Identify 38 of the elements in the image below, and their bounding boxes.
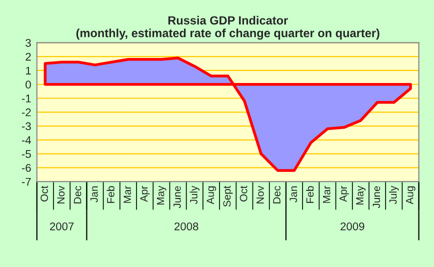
x-tick-label: Oct — [240, 186, 248, 202]
x-tick-label: July — [389, 186, 399, 204]
x-tick-label: Jan — [90, 186, 98, 202]
x-tick-label: Feb — [306, 186, 314, 203]
x-tick-label: Aug — [406, 186, 416, 204]
x-tick-label: July — [190, 186, 200, 204]
x-tick-label: June — [372, 186, 380, 208]
x-tick-label: Feb — [106, 186, 114, 203]
x-tick-label: May — [156, 186, 166, 205]
y-tick-label: 2 — [26, 52, 31, 61]
x-tick-label: Nov — [256, 186, 264, 204]
x-tick-label: May — [356, 186, 366, 205]
y-tick-label: -6 — [22, 164, 31, 172]
y-tick-label: 3 — [26, 38, 31, 47]
x-tick-label: Dec — [273, 186, 280, 204]
x-tick-label: Mar — [124, 186, 132, 203]
text: 2008 — [174, 222, 198, 230]
y-tick-label: -1 — [22, 94, 31, 102]
y-tick-label: -5 — [22, 150, 31, 158]
y-tick-label: -7 — [22, 178, 31, 186]
y-tick-label: -4 — [22, 136, 32, 144]
y-tick-label: -3 — [22, 122, 31, 130]
x-tick-label: Apr — [140, 186, 150, 202]
y-tick-label: -2 — [22, 108, 31, 116]
y-tick-label: 1 — [26, 66, 31, 75]
x-tick-label: Jan — [290, 186, 298, 202]
x-tick-label: Nov — [57, 186, 65, 204]
text: 2009 — [340, 222, 364, 230]
x-tick-label: Mar — [323, 186, 330, 203]
x-tick-label: Dec — [74, 186, 82, 204]
y-tick-label: 0 — [26, 80, 31, 89]
x-tick-label: Sept — [223, 186, 233, 207]
x-tick-label: June — [174, 186, 181, 208]
x-tick-label: Oct — [40, 186, 48, 202]
x-tick-label: Apr — [340, 186, 349, 202]
text: 2007 — [50, 222, 74, 230]
chart-title: Russia GDP Indicator (monthly, estimated rate of change quarter on quarter) — [76, 16, 380, 40]
x-tick-label: Aug — [206, 186, 216, 204]
